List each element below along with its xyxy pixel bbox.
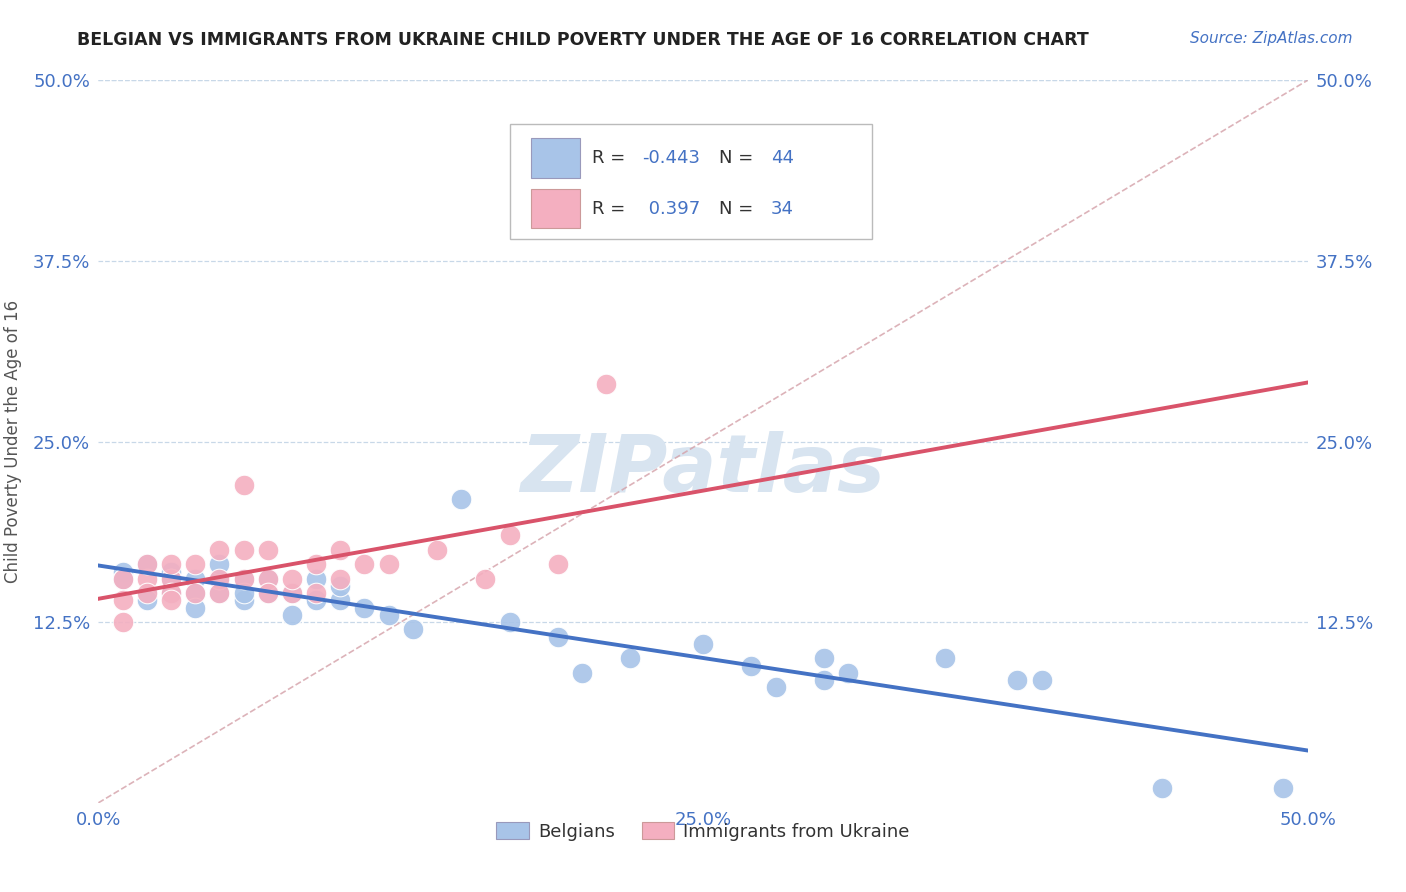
- Point: [256, 586, 278, 600]
- Point: [934, 651, 956, 665]
- Point: [111, 572, 134, 586]
- Point: [184, 586, 207, 600]
- Bar: [531, 188, 579, 228]
- Point: [1152, 781, 1174, 796]
- Point: [813, 673, 835, 687]
- Point: [1031, 673, 1053, 687]
- Point: [111, 572, 134, 586]
- Point: [208, 586, 231, 600]
- Point: [547, 630, 569, 644]
- Point: [135, 586, 157, 600]
- Point: [160, 593, 183, 607]
- Point: [160, 572, 183, 586]
- Point: [571, 665, 593, 680]
- Point: [184, 586, 207, 600]
- Point: [377, 558, 399, 572]
- Point: [111, 615, 134, 630]
- Point: [208, 572, 231, 586]
- Text: R =: R =: [592, 200, 631, 218]
- Point: [353, 600, 375, 615]
- Text: ZIPatlas: ZIPatlas: [520, 432, 886, 509]
- Point: [426, 542, 449, 557]
- Point: [111, 565, 134, 579]
- Point: [232, 586, 254, 600]
- Point: [329, 572, 352, 586]
- Text: 0.397: 0.397: [643, 200, 700, 218]
- Point: [135, 558, 157, 572]
- Point: [619, 651, 641, 665]
- Point: [160, 565, 183, 579]
- Text: BELGIAN VS IMMIGRANTS FROM UKRAINE CHILD POVERTY UNDER THE AGE OF 16 CORRELATION: BELGIAN VS IMMIGRANTS FROM UKRAINE CHILD…: [77, 31, 1090, 49]
- Point: [740, 658, 762, 673]
- Point: [329, 579, 352, 593]
- Point: [135, 572, 157, 586]
- Point: [160, 558, 183, 572]
- Point: [377, 607, 399, 622]
- Point: [232, 478, 254, 492]
- Point: [305, 593, 328, 607]
- Point: [329, 593, 352, 607]
- Point: [281, 572, 304, 586]
- Point: [160, 586, 183, 600]
- Point: [765, 680, 787, 694]
- Point: [450, 492, 472, 507]
- Point: [135, 593, 157, 607]
- Point: [256, 572, 278, 586]
- Point: [353, 558, 375, 572]
- Point: [595, 376, 617, 391]
- Point: [256, 542, 278, 557]
- Point: [111, 593, 134, 607]
- Point: [305, 572, 328, 586]
- Text: N =: N =: [718, 200, 759, 218]
- Point: [135, 558, 157, 572]
- Point: [498, 615, 520, 630]
- Text: -0.443: -0.443: [643, 149, 700, 167]
- Point: [208, 572, 231, 586]
- Point: [232, 572, 254, 586]
- Point: [1007, 673, 1029, 687]
- Point: [208, 542, 231, 557]
- Point: [232, 542, 254, 557]
- Point: [474, 572, 496, 586]
- Point: [184, 600, 207, 615]
- Point: [184, 558, 207, 572]
- Point: [305, 586, 328, 600]
- Point: [402, 623, 425, 637]
- Point: [281, 607, 304, 622]
- Point: [256, 572, 278, 586]
- Point: [329, 542, 352, 557]
- Legend: Belgians, Immigrants from Ukraine: Belgians, Immigrants from Ukraine: [489, 814, 917, 848]
- Point: [160, 586, 183, 600]
- Point: [305, 558, 328, 572]
- FancyBboxPatch shape: [509, 124, 872, 239]
- Text: 44: 44: [770, 149, 794, 167]
- Point: [281, 586, 304, 600]
- Bar: [531, 138, 579, 178]
- Point: [208, 558, 231, 572]
- Point: [184, 572, 207, 586]
- Point: [256, 586, 278, 600]
- Point: [547, 558, 569, 572]
- Point: [208, 586, 231, 600]
- Point: [498, 528, 520, 542]
- Point: [813, 651, 835, 665]
- Point: [135, 586, 157, 600]
- Text: N =: N =: [718, 149, 759, 167]
- Point: [1272, 781, 1295, 796]
- Point: [160, 572, 183, 586]
- Point: [281, 586, 304, 600]
- Point: [232, 572, 254, 586]
- Point: [837, 665, 859, 680]
- Point: [232, 593, 254, 607]
- Y-axis label: Child Poverty Under the Age of 16: Child Poverty Under the Age of 16: [4, 300, 21, 583]
- Text: 34: 34: [770, 200, 794, 218]
- Text: Source: ZipAtlas.com: Source: ZipAtlas.com: [1189, 31, 1353, 46]
- Point: [692, 637, 714, 651]
- Text: R =: R =: [592, 149, 631, 167]
